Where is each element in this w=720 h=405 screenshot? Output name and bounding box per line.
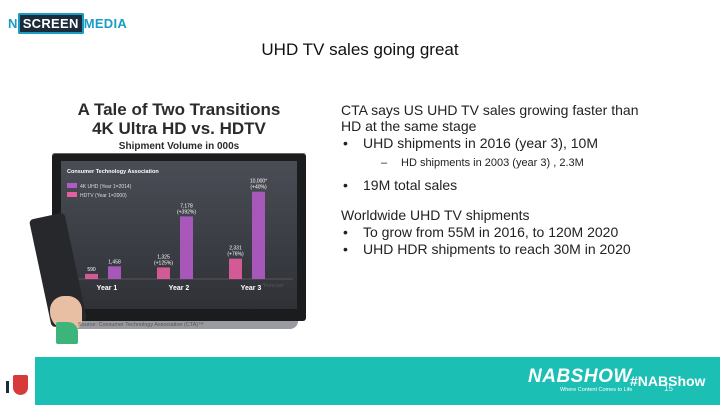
paragraph-worldwide: Worldwide UHD TV shipments (341, 207, 530, 223)
slide-title: UHD TV sales going great (261, 40, 459, 59)
page-number: 15 (664, 384, 673, 393)
tv-stand (60, 321, 298, 329)
legend-swatch-0 (67, 183, 77, 188)
legend-label-1: HDTV (Year 1=2000) (80, 193, 127, 199)
sleeve-image (56, 322, 78, 344)
subbullet-hd-shipments: HD shipments in 2003 (year 3) , 2.3M (341, 155, 661, 171)
bar-label-hdtv-2-0: 2,331 (229, 246, 242, 252)
figure-source: Source: Consumer Technology Association … (78, 322, 204, 328)
bar-label-uhd-0-0: 1,458 (108, 259, 121, 265)
bar-label-hdtv-1-1: (+125%) (154, 260, 173, 266)
bar-label-uhd-1-0: 7,178 (180, 203, 193, 209)
figure-subheading: Shipment Volume in 000s (118, 141, 240, 152)
footer-left-bar (6, 381, 9, 393)
tv-figure: A Tale of Two Transitions 4K Ultra HD vs… (28, 100, 320, 344)
footer-bar (0, 357, 720, 405)
bar-uhd-0 (108, 266, 121, 279)
category-label-1: Year 2 (169, 285, 190, 292)
bar-uhd-2 (252, 191, 265, 279)
figure-heading: A Tale of Two Transitions 4K Ultra HD vs… (54, 100, 304, 154)
forecast-note: *Forecast (262, 283, 284, 289)
bar-hdtv-0 (85, 273, 98, 279)
paragraph-cta: CTA says US UHD TV sales growing faster … (341, 102, 639, 134)
legend-label-0: 4K UHD (Year 1=2014) (80, 184, 132, 190)
category-label-2: Year 3 (241, 285, 262, 292)
legend-swatch-1 (67, 192, 77, 197)
bar-hdtv-2 (229, 258, 242, 279)
figure-heading-line1: A Tale of Two Transitions (77, 100, 281, 119)
bar-label-hdtv-1-0: 1,325 (157, 254, 170, 260)
bullet-uhd-shipments: UHD shipments in 2016 (year 3), 10M (341, 135, 661, 151)
bar-label-uhd-2-1: (+40%) (250, 185, 267, 191)
nab-show-tagline: Where Content Comes to Life (560, 387, 633, 393)
slide-body: CTA says US UHD TV sales growing faster … (341, 102, 661, 257)
category-label-0: Year 1 (97, 285, 118, 292)
chart-title: Consumer Technology Association (67, 169, 159, 175)
nab-show-logo: NABSHOW (528, 366, 632, 387)
bar-uhd-1 (180, 216, 193, 279)
figure-heading-line2: 4K Ultra HD vs. HDTV (92, 119, 266, 138)
bar-hdtv-1 (157, 267, 170, 279)
hashtag: #NABShow (630, 373, 706, 389)
bar-label-uhd-1-1: (+392%) (177, 209, 196, 215)
bullet-total-sales: 19M total sales (341, 177, 661, 193)
tv-screen: Consumer Technology Association 4K UHD (Y… (61, 161, 297, 309)
shield-logo-icon (13, 375, 28, 395)
bullet-hdr: UHD HDR shipments to reach 30M in 2020 (341, 241, 661, 257)
tv-frame: Consumer Technology Association 4K UHD (Y… (52, 153, 306, 321)
bullet-growth: To grow from 55M in 2016, to 120M 2020 (341, 224, 661, 240)
bar-label-hdtv-0-0: 590 (87, 267, 96, 273)
brand-logo: N SCREEN MEDIA (8, 13, 127, 34)
shipment-chart: Consumer Technology Association 4K UHD (Y… (65, 169, 293, 292)
bar-label-hdtv-2-1: (+76%) (227, 252, 244, 258)
bar-label-uhd-2-0: 10,000* (250, 179, 267, 185)
